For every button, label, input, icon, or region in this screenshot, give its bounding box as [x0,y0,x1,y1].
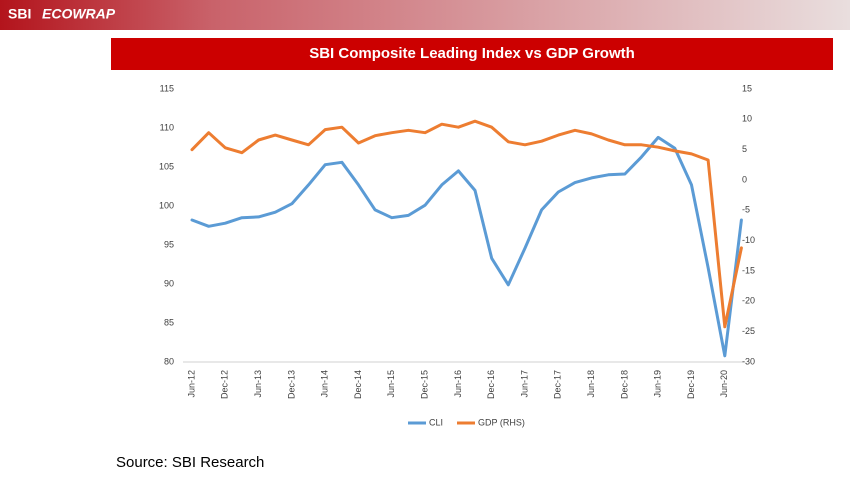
y2-tick-label: -5 [742,205,750,215]
x-tick-label: Dec-16 [486,370,496,399]
y-tick-label: 105 [159,161,174,171]
title-bar [111,38,833,70]
legend-label: GDP (RHS) [478,417,525,427]
y2-tick-label: 10 [742,114,752,124]
product: ECOWRAP [42,6,116,22]
source: Source: SBI Research [116,454,264,471]
x-tick-label: Jun-15 [386,370,396,398]
x-tick-label: Jun-14 [320,370,330,398]
y2-tick-label: -25 [742,326,755,336]
x-tick-label: Dec-14 [353,370,363,399]
brand: SBI [8,6,31,22]
legend-label: CLI [429,417,443,427]
x-tick-label: Dec-17 [553,370,563,399]
x-tick-label: Dec-19 [686,370,696,399]
y2-tick-label: 0 [742,174,747,184]
x-tick-label: Jun-12 [186,370,196,398]
x-tick-label: Jun-13 [253,370,263,398]
y-tick-label: 110 [160,122,174,132]
series-line [190,119,743,329]
y-tick-label: 100 [159,200,174,210]
y2-tick-label: 15 [742,83,752,93]
y2-tick-label: -15 [742,265,755,275]
x-tick-label: Jun-19 [653,370,663,398]
y2-tick-label: -20 [742,296,755,306]
x-tick-label: Dec-13 [286,370,296,399]
y2-tick-label: -10 [742,235,755,245]
y-tick-label: 85 [164,317,174,327]
y2-tick-label: 5 [742,144,747,154]
header-band [0,0,850,30]
x-tick-label: Dec-15 [419,370,429,399]
y-tick-label: 95 [164,239,174,249]
x-tick-label: Dec-12 [220,370,230,399]
y-tick-label: 80 [164,356,174,366]
y-tick-label: 90 [164,278,174,288]
y-tick-label: 115 [160,83,174,93]
x-tick-label: Jun-17 [519,370,529,398]
x-tick-label: Jun-18 [586,370,596,398]
x-tick-label: Dec-18 [619,370,629,399]
series-line [190,135,743,358]
x-tick-label: Jun-16 [453,370,463,398]
chart-title: SBI Composite Leading Index vs GDP Growt… [309,45,635,62]
y2-tick-label: -30 [742,356,755,366]
x-tick-label: Jun-20 [719,370,729,398]
